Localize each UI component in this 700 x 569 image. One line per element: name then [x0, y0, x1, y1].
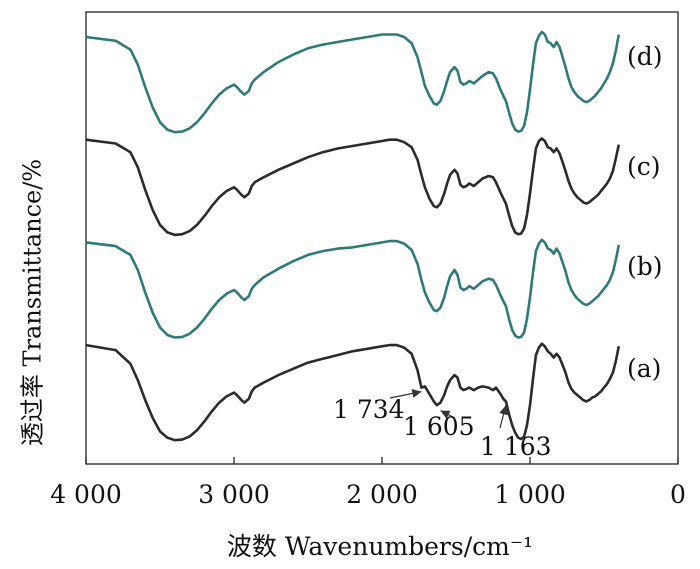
x-tick-label: 2 000: [346, 480, 418, 509]
x-tick-label: 1 000: [494, 480, 566, 509]
annotation-label: 1 734: [333, 395, 405, 424]
series-label: (b): [627, 252, 663, 282]
annotation-arrowhead: [499, 405, 508, 416]
x-tick-label: 4 000: [50, 480, 122, 509]
series-line: [85, 342, 621, 442]
annotation-arrowhead: [440, 410, 451, 419]
annotation-label: 1 163: [480, 432, 552, 461]
x-axis-label: 波数 Wavenumbers/cm⁻¹: [226, 532, 534, 561]
annotation-arrowhead: [411, 389, 422, 398]
series-line: [85, 30, 621, 134]
annotation-label: 1 605: [403, 412, 475, 441]
x-tick-label: 3 000: [198, 480, 270, 509]
y-axis-label: 透过率 Transmittance/%: [18, 158, 47, 447]
series-label: (a): [627, 353, 662, 383]
x-tick-label: 0: [670, 480, 686, 509]
series-line: [85, 238, 621, 339]
series-label: (c): [627, 152, 661, 182]
series-line: [85, 137, 621, 237]
series-label: (d): [627, 42, 663, 72]
